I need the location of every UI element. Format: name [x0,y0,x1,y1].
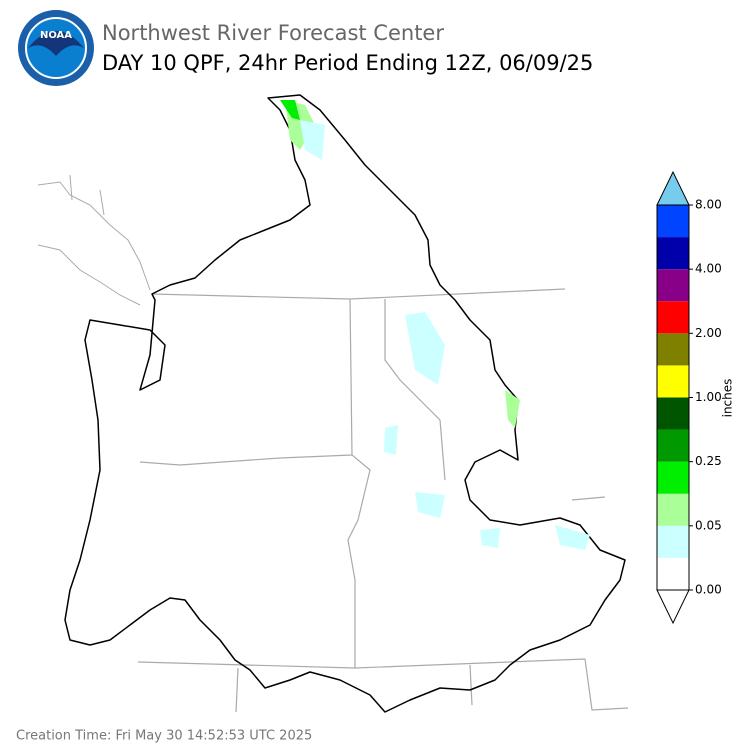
colorbar-segment [657,301,689,334]
precip-area [555,525,590,550]
colorbar-segment [657,269,689,302]
precip-area [384,425,398,455]
colorbar-tick-label: 0.00 [695,583,722,597]
precip [280,100,590,550]
precip-area [415,492,445,518]
precip-area [505,390,520,428]
creation-time: Creation Time: Fri May 30 14:52:53 UTC 2… [16,729,312,744]
colorbar-segment [657,365,689,398]
colorbar-tick-label: 1.00 [695,390,722,404]
colorbar-segment [657,429,689,462]
colorbar-tick-label: 0.05 [695,518,722,532]
logo: NOAA [18,10,94,86]
colorbar-over [656,170,690,206]
colorbar-segment [657,333,689,366]
precip-area [280,100,300,120]
precip-area [480,528,500,548]
subtitle: DAY 10 QPF, 24hr Period Ending 12Z, 06/0… [102,51,593,75]
basin-outline [64,94,626,713]
colorbar-segment [657,525,689,558]
logo-text: NOAA [40,30,72,41]
colorbar-tick-label: 2.00 [695,326,722,340]
colorbar-segment [657,237,689,270]
colorbar-label: inches [721,379,735,418]
precip-area [300,120,325,160]
logo-bird [28,31,84,56]
colorbar-under [656,589,690,625]
colorbar-segment [657,397,689,430]
title: Northwest River Forecast Center [102,21,444,45]
map [37,94,629,713]
colorbar-segment [657,461,689,494]
colorbar: 0.00 0.05 0.25 1.00 2.00 4.00 8.00 [656,170,722,625]
colorbar-tick-label: 0.25 [695,454,722,468]
colorbar-segment [657,205,689,238]
colorbar-segment [657,493,689,526]
colorbar-segment [657,557,689,590]
state-lines [137,288,629,713]
colorbar-tick-label: 8.00 [695,198,722,212]
coastline-bc [37,174,151,306]
precip-area [405,312,445,385]
colorbar-tick-label: 4.00 [695,262,722,276]
